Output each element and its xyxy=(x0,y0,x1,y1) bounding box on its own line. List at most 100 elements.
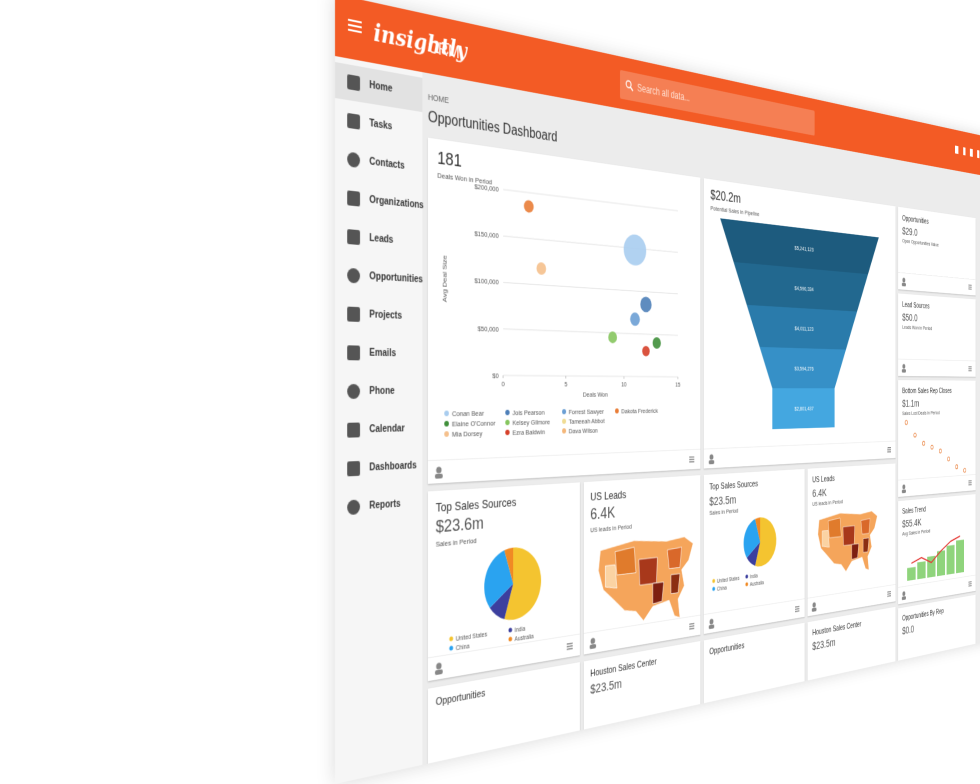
chart-area: $0 $50,000 $100,000 $150,000 $200,000 0 5 10 15 D… xyxy=(428,138,701,460)
bubble xyxy=(640,296,651,312)
list-icon xyxy=(968,366,971,367)
legend-swatch xyxy=(745,574,748,578)
nav-icon xyxy=(345,383,362,401)
breadcrumb[interactable]: HOME xyxy=(428,92,449,105)
nav-icon xyxy=(345,189,362,209)
dot xyxy=(905,420,907,424)
legend-label: United States xyxy=(717,576,740,585)
widget-value: $50.0 xyxy=(902,312,917,324)
nav-item[interactable]: Calendar xyxy=(335,412,422,449)
widget-title: Houston Sales Center xyxy=(812,620,861,638)
nav-item[interactable]: Projects xyxy=(335,296,422,335)
bubble xyxy=(524,200,534,214)
legend-swatch xyxy=(449,636,453,641)
user-icon xyxy=(902,484,905,489)
map-region xyxy=(653,582,664,604)
icon-shape xyxy=(347,74,360,91)
icon-shape xyxy=(347,268,360,284)
map-region xyxy=(822,530,829,548)
legend-label: Conan Bear xyxy=(452,409,484,418)
nav-item[interactable]: Leads xyxy=(335,218,422,261)
dot xyxy=(947,457,949,461)
widget-card: Sales Trend $55.4K Avg Sales in Period xyxy=(898,494,976,604)
widget-value: $29.0 xyxy=(902,225,917,239)
header-icons[interactable] xyxy=(955,143,980,167)
nav-label: Reports xyxy=(369,499,400,512)
legend-swatch xyxy=(505,430,509,436)
list-icon xyxy=(887,595,891,597)
dot xyxy=(914,433,916,437)
nav-label: Opportunities xyxy=(369,271,423,285)
legend-label: Australia xyxy=(515,633,534,643)
list-icon xyxy=(968,368,971,369)
menu-button[interactable] xyxy=(348,19,363,36)
funnel-label: $4,011,123 xyxy=(795,325,814,333)
legend-swatch xyxy=(562,419,566,424)
legend-swatch xyxy=(712,587,715,591)
widget-card: Top Sales Sources $23.6m Sales in Period Un… xyxy=(428,482,580,681)
widget-card: Lead Sources $50.0 Leads Won in Period xyxy=(898,293,976,376)
nav-icon xyxy=(345,305,362,324)
user-icon xyxy=(591,638,595,645)
list-icon xyxy=(567,643,573,645)
legend-label: Kelsey Gilmore xyxy=(512,418,550,427)
map-region xyxy=(861,519,870,535)
nav-label: Calendar xyxy=(369,424,404,435)
list-icon xyxy=(567,648,573,650)
x-tick-label: 5 xyxy=(564,380,567,388)
list-icon xyxy=(795,606,799,608)
user-icon-body xyxy=(435,669,443,675)
icon-shape xyxy=(347,229,360,245)
user-icon-body xyxy=(709,460,714,464)
nav-item[interactable]: Dashboards xyxy=(335,449,422,488)
nav-item[interactable]: Organizations xyxy=(335,179,422,223)
list-icon xyxy=(887,449,891,450)
widget-value: $23.5m xyxy=(590,677,622,698)
search-box[interactable]: Search all data... xyxy=(620,70,815,136)
nav-item[interactable]: Phone xyxy=(335,374,422,410)
list-icon xyxy=(887,591,891,593)
user-icon xyxy=(902,278,905,283)
y-tick-label: $0 xyxy=(492,371,498,380)
map-region xyxy=(828,518,841,538)
dot xyxy=(931,445,933,449)
map-region xyxy=(639,557,658,585)
icon-shape xyxy=(347,461,360,476)
widget-value: $23.5m xyxy=(812,636,835,653)
list-icon xyxy=(968,286,971,287)
list-icon xyxy=(689,461,694,462)
map-region xyxy=(605,565,617,590)
legend-label: China xyxy=(456,643,470,652)
widget-card: $20.2m Potential Sales in Pipeline $5,241,… xyxy=(704,178,896,468)
user-icon-body xyxy=(812,607,817,611)
dot xyxy=(922,441,924,445)
grid-line xyxy=(503,282,678,293)
user-icon xyxy=(436,467,441,474)
x-tick-label: 15 xyxy=(675,381,680,389)
side-nav: Home Tasks Contacts Organizations Leads Oppor… xyxy=(335,56,422,784)
icon-shape xyxy=(347,345,360,360)
legend-label: Australia xyxy=(750,580,764,588)
nav-icon xyxy=(345,112,362,132)
grid-line xyxy=(503,329,678,335)
list-icon xyxy=(887,593,891,595)
dot xyxy=(964,468,966,472)
user-icon xyxy=(710,454,714,460)
legend-label: Mia Dorsey xyxy=(452,429,482,439)
nav-label: Phone xyxy=(369,386,394,397)
nav-item[interactable]: Reports xyxy=(335,486,422,527)
us-map xyxy=(818,510,877,578)
dot xyxy=(956,465,958,469)
grid-line xyxy=(503,375,678,376)
y-tick-label: $50,000 xyxy=(478,324,499,333)
nav-item[interactable]: Emails xyxy=(335,335,422,372)
list-icon xyxy=(968,370,971,371)
dot xyxy=(939,449,941,453)
icon-shape xyxy=(347,423,360,438)
list-icon xyxy=(689,625,694,627)
bar xyxy=(907,567,916,581)
widget-label: Leads Won in Period xyxy=(902,324,932,332)
nav-item[interactable]: Opportunities xyxy=(335,257,422,298)
x-axis-label: Deals Won xyxy=(583,390,608,398)
